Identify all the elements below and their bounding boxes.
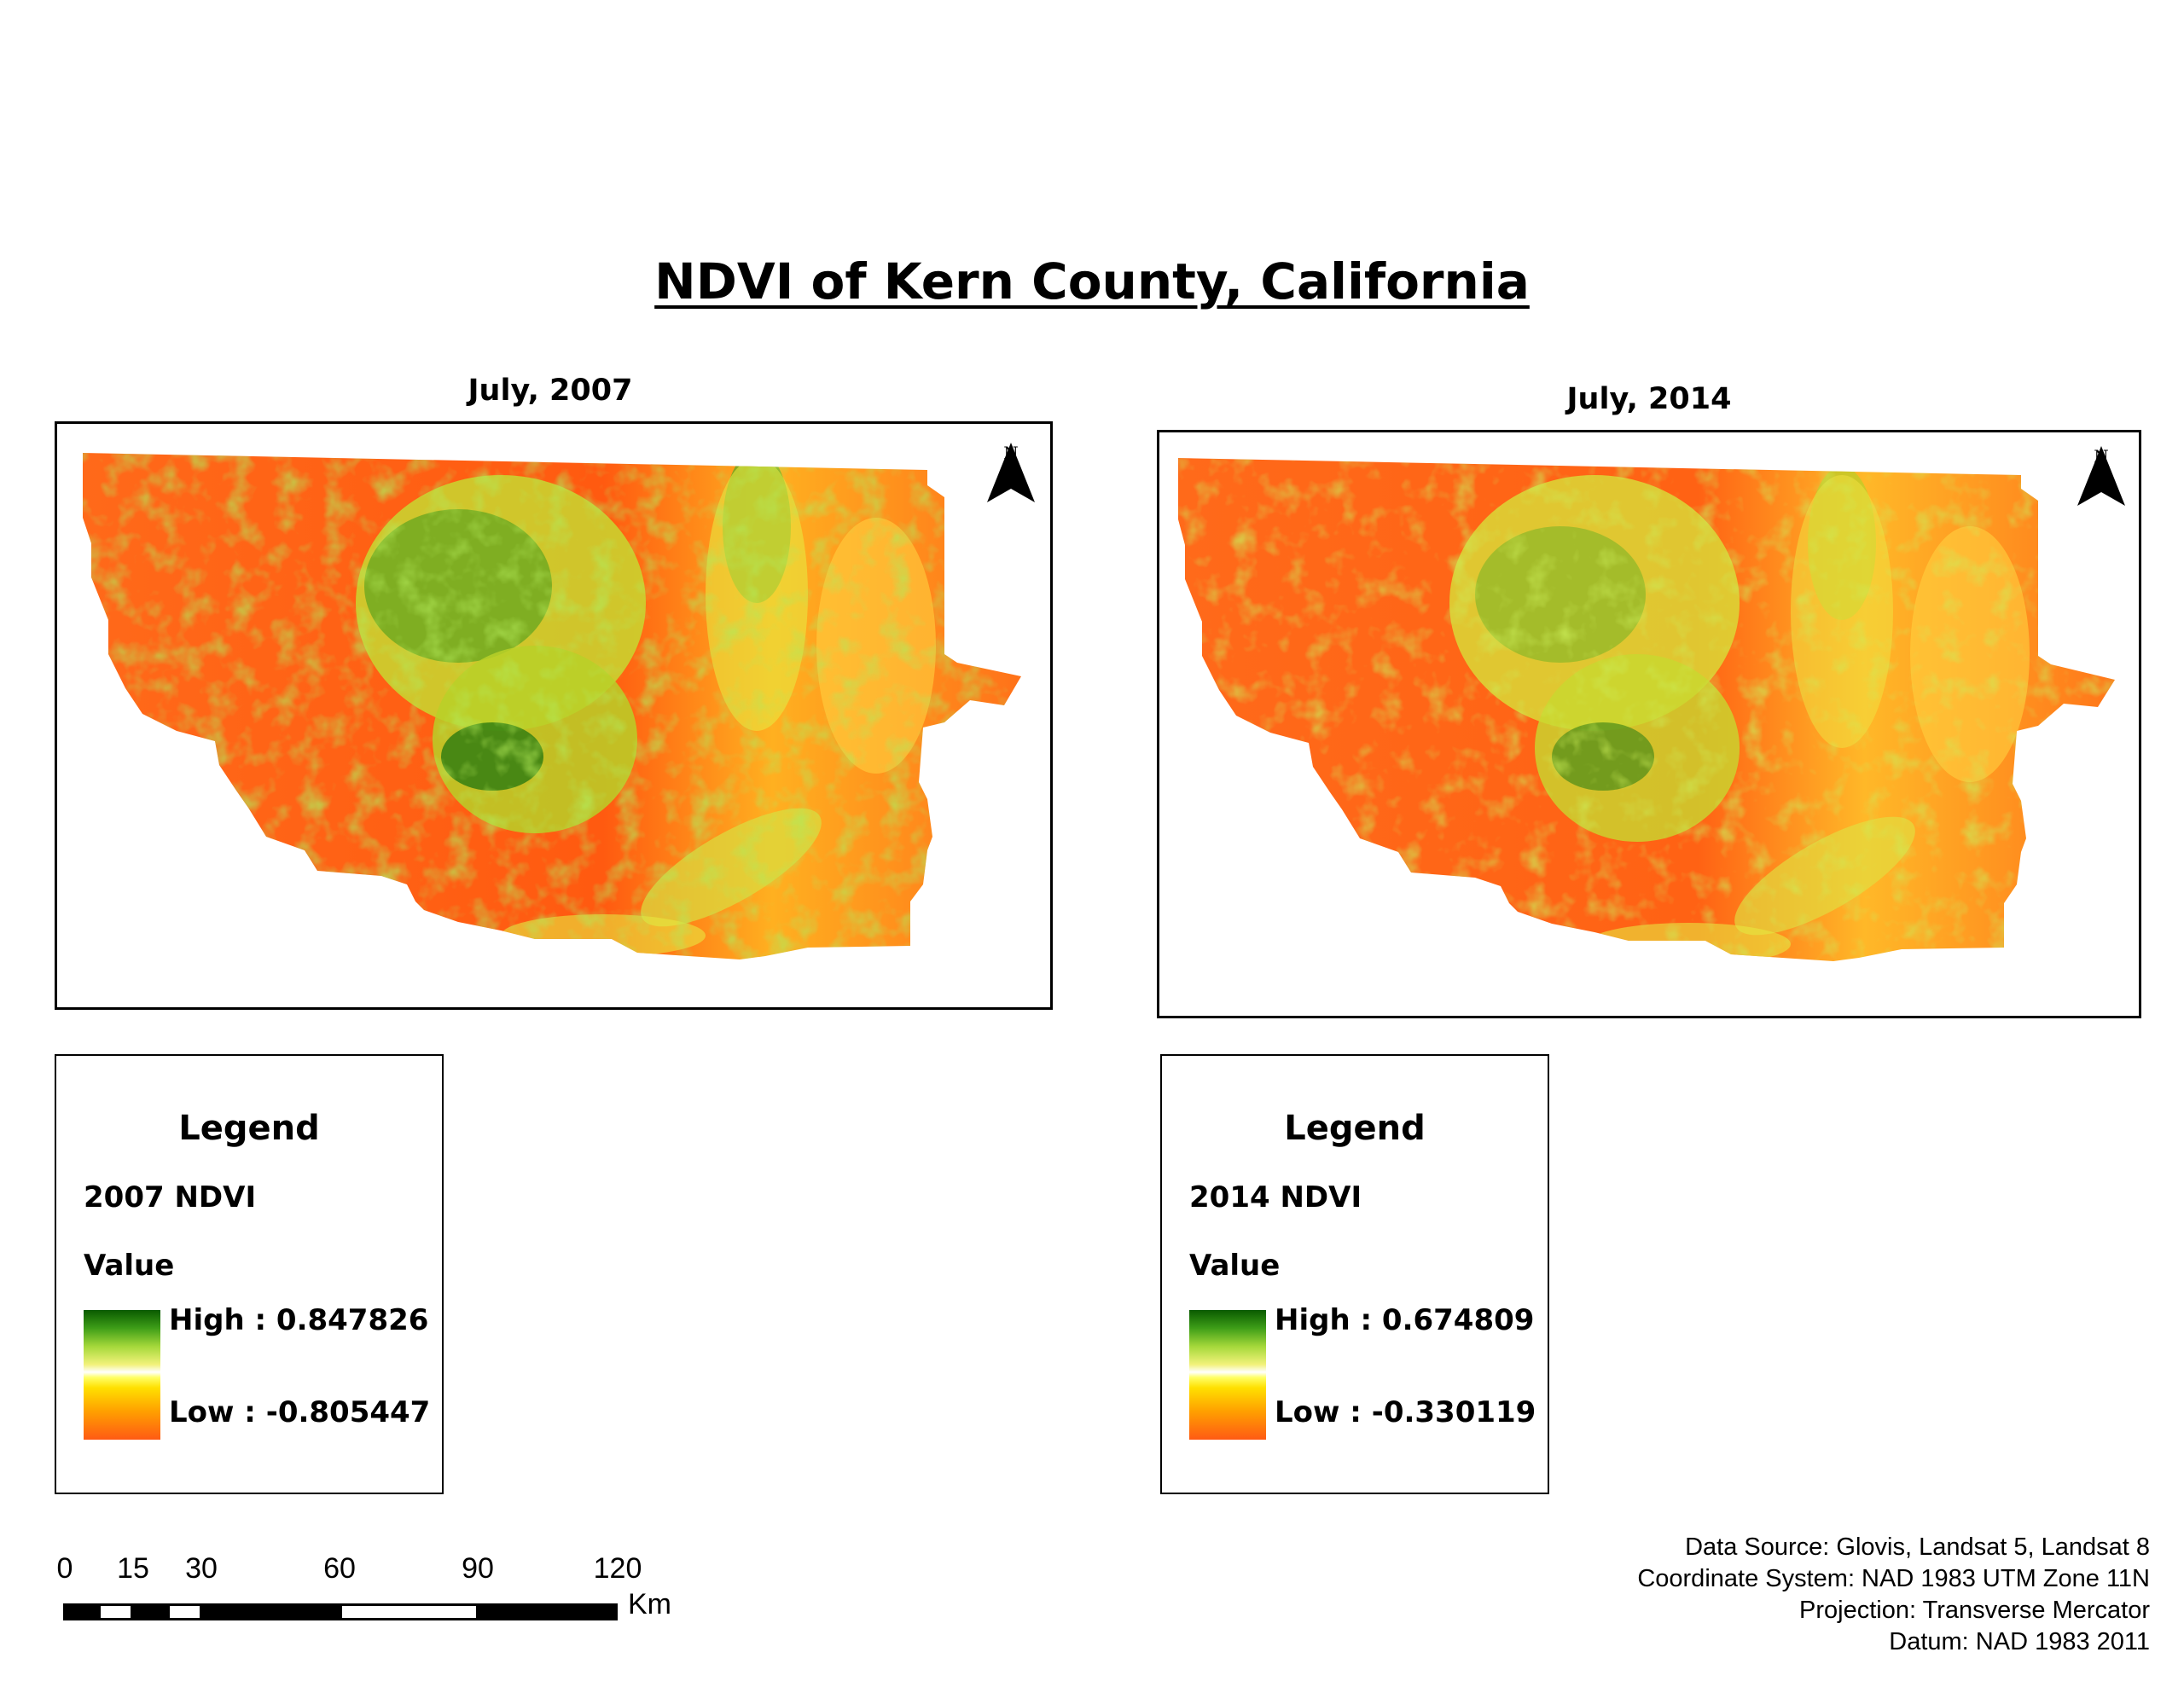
credit-projection: Projection: Transverse Mercator bbox=[1799, 1597, 2150, 1624]
ndvi-map-2007 bbox=[83, 453, 1021, 959]
credit-data-source: Data Source: Glovis, Landsat 5, Landsat … bbox=[1685, 1533, 2150, 1561]
scale-tick-label: 15 bbox=[117, 1552, 149, 1585]
panel-heading-2007: July, 2007 bbox=[468, 374, 633, 408]
scale-tick-label: 0 bbox=[56, 1552, 73, 1585]
scale-segment bbox=[98, 1603, 133, 1620]
scale-segment bbox=[167, 1603, 202, 1620]
map-credits: Data Source: Glovis, Landsat 5, Landsat … bbox=[1637, 1532, 2150, 1658]
scale-segment bbox=[63, 1603, 99, 1620]
scale-bar-segments bbox=[63, 1603, 618, 1620]
north-arrow-icon bbox=[2077, 446, 2125, 506]
map-frame-2014: N bbox=[1157, 430, 2141, 1018]
credit-datum: Datum: NAD 1983 2011 bbox=[1889, 1628, 2150, 1655]
legend-2014: Legend 2014 NDVI Value High : 0.674809 L… bbox=[1160, 1054, 1549, 1494]
map-title: NDVI of Kern County, California bbox=[654, 252, 1530, 310]
panel-heading-2014: July, 2014 bbox=[1566, 382, 1732, 416]
scale-segment bbox=[201, 1603, 340, 1620]
scale-segment bbox=[478, 1603, 618, 1620]
legend-2007: Legend 2007 NDVI Value High : 0.847826 L… bbox=[55, 1054, 444, 1494]
map-frame-2007: N bbox=[55, 421, 1053, 1010]
legend-value-label: Value bbox=[84, 1249, 175, 1283]
north-arrow-2014: N bbox=[2077, 446, 2125, 506]
scale-segment bbox=[340, 1603, 479, 1620]
legend-title: Legend bbox=[1284, 1109, 1426, 1148]
legend-layer-name: 2007 NDVI bbox=[84, 1180, 257, 1215]
scale-tick-label: 60 bbox=[323, 1552, 356, 1585]
legend-low-value: Low : -0.330119 bbox=[1275, 1395, 1536, 1429]
scale-tick-label: 120 bbox=[593, 1552, 642, 1585]
credit-coordinate-system: Coordinate System: NAD 1983 UTM Zone 11N bbox=[1637, 1565, 2150, 1592]
legend-color-ramp bbox=[1189, 1310, 1266, 1440]
legend-low-value: Low : -0.805447 bbox=[169, 1395, 431, 1429]
legend-color-ramp bbox=[84, 1310, 160, 1440]
north-arrow-2007: N bbox=[987, 443, 1035, 502]
scale-segment bbox=[132, 1603, 168, 1620]
legend-high-value: High : 0.674809 bbox=[1275, 1303, 1535, 1337]
scale-tick-label: 90 bbox=[462, 1552, 494, 1585]
scale-bar: 0 15 30 60 90 120 Km bbox=[51, 1552, 700, 1638]
legend-high-value: High : 0.847826 bbox=[169, 1303, 429, 1337]
legend-layer-name: 2014 NDVI bbox=[1189, 1180, 1362, 1215]
legend-title: Legend bbox=[178, 1109, 320, 1148]
ndvi-map-2014 bbox=[1178, 458, 2115, 961]
legend-value-label: Value bbox=[1189, 1249, 1281, 1283]
north-arrow-icon bbox=[987, 443, 1035, 502]
scale-tick-label: 30 bbox=[185, 1552, 218, 1585]
scale-unit: Km bbox=[628, 1588, 671, 1620]
